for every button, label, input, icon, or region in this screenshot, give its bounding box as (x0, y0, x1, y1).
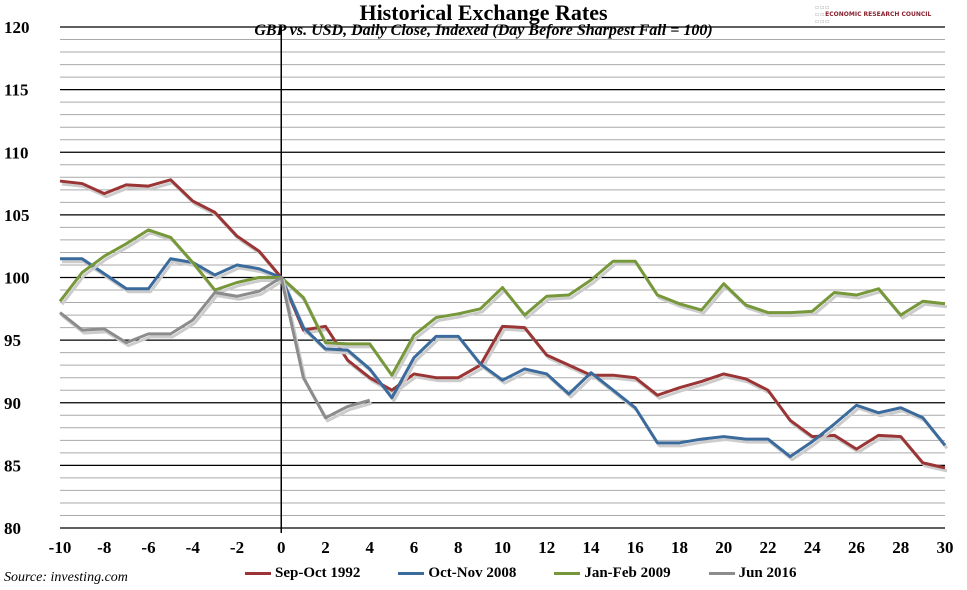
x-tick-label: 0 (277, 538, 286, 557)
x-tick-label: -10 (49, 538, 72, 557)
x-tick-label: 4 (366, 538, 375, 557)
x-tick-label: 30 (937, 538, 954, 557)
x-tick-label: -4 (186, 538, 201, 557)
x-tick-label: 12 (538, 538, 555, 557)
legend-swatch (245, 572, 271, 575)
y-tick-label: 90 (4, 394, 21, 413)
x-tick-label: 16 (627, 538, 644, 557)
y-tick-label: 85 (4, 456, 21, 475)
x-tick-label: -6 (141, 538, 155, 557)
x-tick-label: 26 (848, 538, 865, 557)
legend-label: Jan-Feb 2009 (584, 565, 671, 581)
legend-label: Sep-Oct 1992 (275, 565, 361, 581)
x-tick-label: -8 (97, 538, 111, 557)
x-tick-label: 24 (804, 538, 822, 557)
series-shadow (60, 231, 948, 380)
legend-swatch (398, 572, 425, 575)
legend-label: Jun 2016 (738, 565, 797, 581)
legend-label: Oct-Nov 2008 (428, 565, 517, 581)
series-shadow (62, 260, 949, 462)
chart-title: Historical Exchange Rates (359, 0, 608, 25)
legend-item: Sep-Oct 1992 (245, 565, 360, 582)
legend-item: Jan-Feb 2009 (554, 565, 671, 582)
legend-item: Oct-Nov 2008 (398, 565, 516, 582)
legend-swatch (554, 572, 581, 575)
y-tick-label: 110 (4, 143, 29, 162)
logo: ▫▫▫ ▫▫ECONOMIC RESEARCH COUNCIL ▫▫▫ (815, 4, 932, 25)
source-note: Source: investing.com (4, 570, 128, 585)
x-tick-label: 28 (892, 538, 909, 557)
y-tick-label: 105 (4, 206, 30, 225)
legend: Sep-Oct 1992 Oct-Nov 2008 Jan-Feb 2009 J… (245, 565, 797, 582)
chart-subtitle: GBP vs. USD, Daily Close, Indexed (Day B… (254, 22, 713, 39)
x-tick-label: 18 (671, 538, 688, 557)
y-tick-label: 80 (4, 519, 21, 538)
x-tick-label: 14 (583, 538, 601, 557)
y-tick-label: 100 (4, 269, 30, 288)
x-tick-label: 10 (494, 538, 511, 557)
x-tick-label: 22 (760, 538, 777, 557)
x-tick-label: 20 (715, 538, 732, 557)
y-tick-label: 115 (4, 81, 29, 100)
x-tick-label: -2 (230, 538, 244, 557)
x-tick-label: 2 (321, 538, 330, 557)
legend-swatch (708, 572, 735, 575)
legend-item: Jun 2016 (708, 565, 797, 582)
y-tick-label: 95 (4, 331, 21, 350)
x-tick-label: 6 (410, 538, 419, 557)
x-tick-label: 8 (454, 538, 463, 557)
y-tick-label: 120 (4, 18, 30, 37)
